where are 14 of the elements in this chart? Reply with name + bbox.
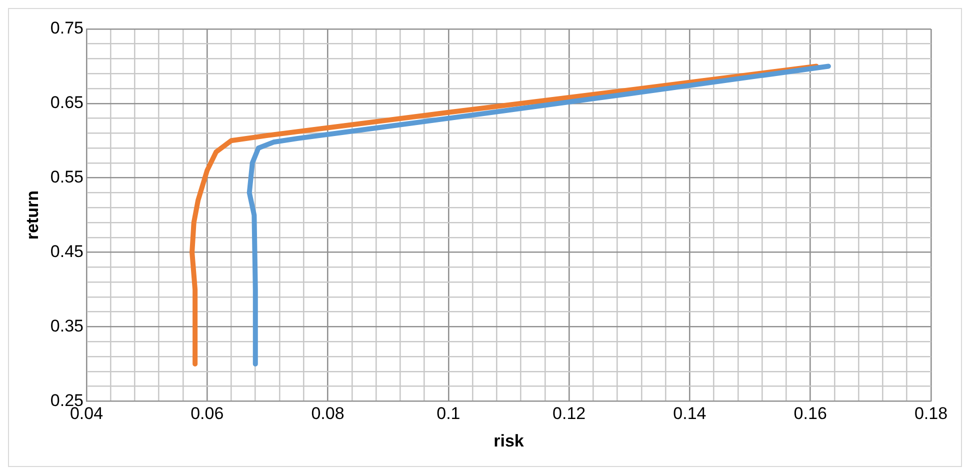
x-tick-label: 0.1 <box>436 404 460 424</box>
y-tick-label: 0.75 <box>50 18 84 38</box>
x-tick-label: 0.18 <box>914 404 948 424</box>
y-tick-label: 0.35 <box>50 316 84 336</box>
y-axis-title: return <box>22 190 42 240</box>
y-tick-label: 0.55 <box>50 168 84 187</box>
x-tick-label: 0.16 <box>794 404 827 424</box>
x-tick-label: 0.14 <box>673 404 706 424</box>
x-tick-label: 0.06 <box>190 404 224 424</box>
y-tick-label: 0.45 <box>50 242 84 262</box>
x-tick-label: 0.12 <box>552 404 586 424</box>
x-axis-title: risk <box>494 431 524 450</box>
x-tick-label: 0.08 <box>311 404 344 424</box>
y-tick-label: 0.65 <box>50 93 84 112</box>
